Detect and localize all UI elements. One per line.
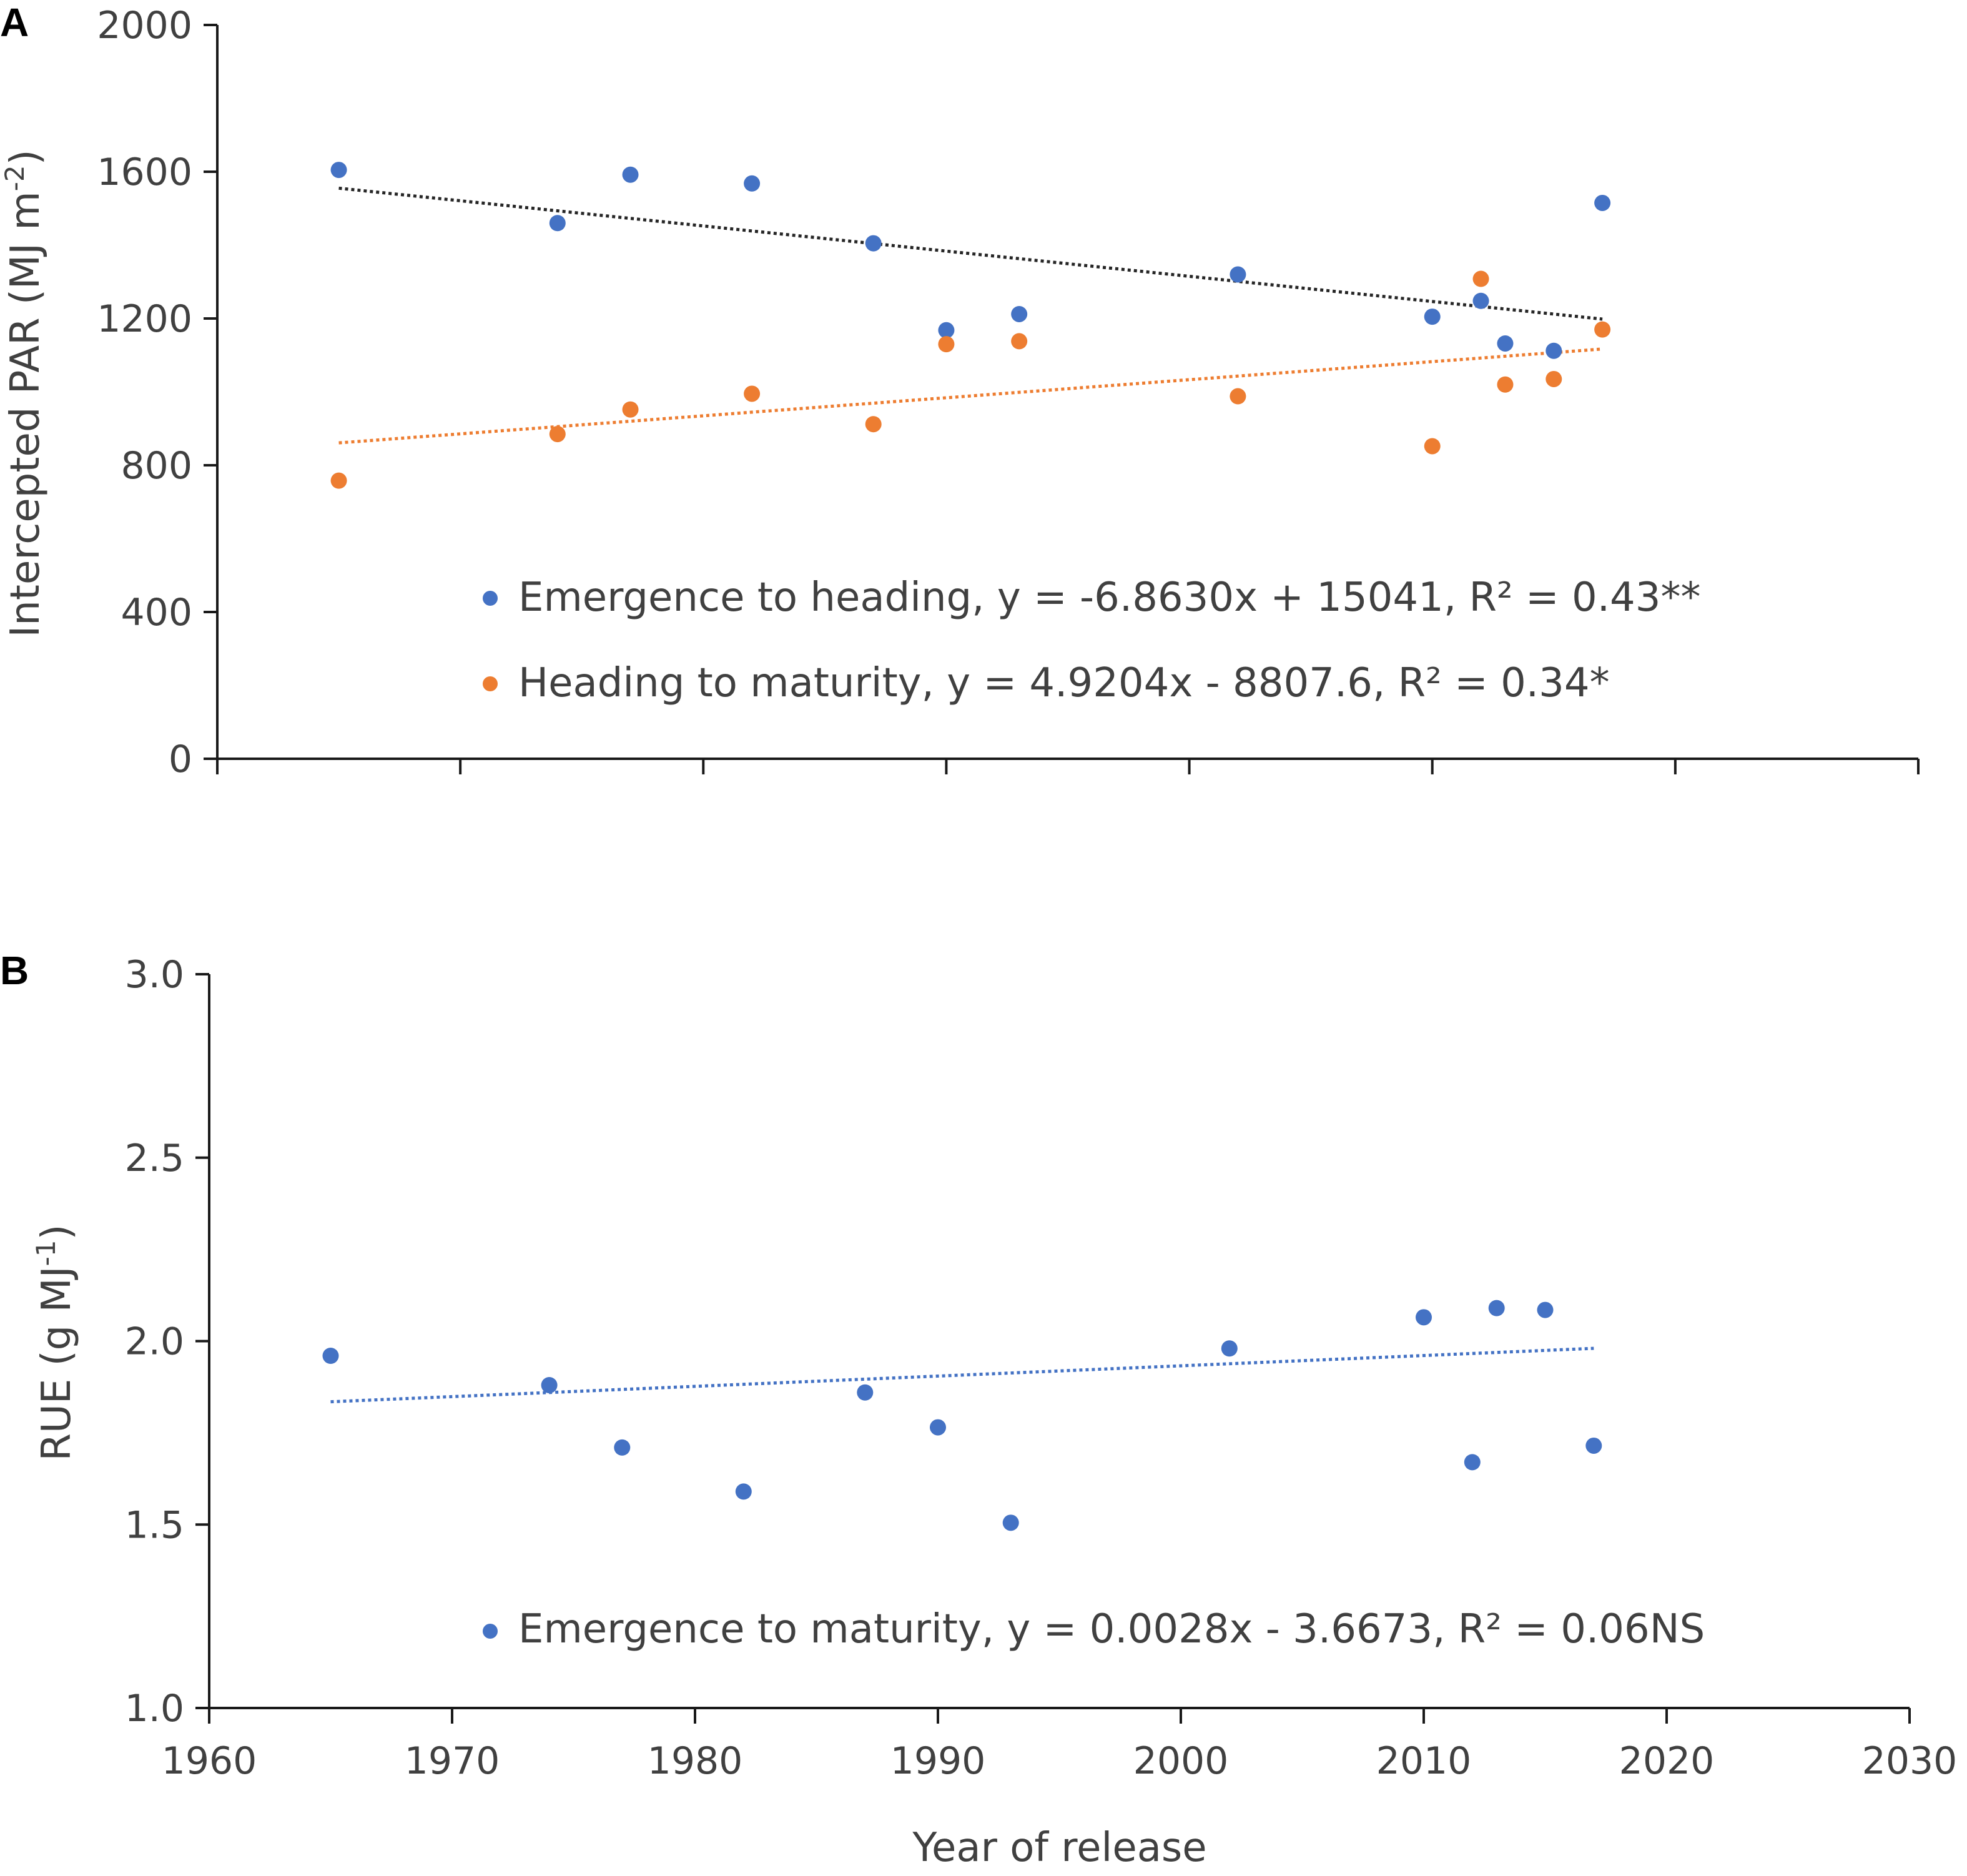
panel-a-point-emergence-to-heading — [622, 166, 639, 183]
panel-a-point-emergence-to-heading — [330, 162, 347, 179]
legend-marker-emergence-to-heading — [483, 591, 498, 606]
panel-b-trendline-emergence-to-maturity — [330, 1346, 1594, 1404]
x-axis-title: Year of release — [912, 1825, 1206, 1871]
panel-b-point-emergence-to-maturity — [857, 1384, 874, 1401]
panel-a-trendline-heading-to-maturity — [338, 347, 1603, 445]
panel-a-y-tick-label: 1600 — [97, 151, 192, 194]
panel-b-x-tick-label: 1980 — [648, 1739, 743, 1783]
panel-a-point-heading-to-maturity — [1497, 376, 1514, 393]
panel-a-point-emergence-to-heading — [1594, 194, 1611, 211]
panel-b-x-tick-label: 2010 — [1376, 1739, 1472, 1783]
legend-text-emergence-to-maturity: Emergence to maturity, y = 0.0028x - 3.6… — [518, 1606, 1705, 1652]
legend-text-emergence-to-heading: Emergence to heading, y = -6.8630x + 150… — [518, 575, 1700, 621]
panel-a-point-heading-to-maturity — [549, 426, 566, 443]
panel-b-point-emergence-to-maturity — [1002, 1514, 1019, 1531]
panel-b-x-tick-label: 1970 — [405, 1739, 500, 1783]
panel-a-point-heading-to-maturity — [1472, 270, 1489, 287]
panel-a-point-heading-to-maturity — [330, 472, 347, 489]
panel-a-point-heading-to-maturity — [1594, 321, 1611, 338]
panel-a-point-emergence-to-heading — [865, 235, 882, 252]
panel-a-point-emergence-to-heading — [938, 322, 955, 338]
panel-b-point-emergence-to-maturity — [614, 1439, 631, 1456]
panel-a-point-emergence-to-heading — [549, 215, 566, 232]
panel-b-point-emergence-to-maturity — [735, 1483, 752, 1500]
panel-a-point-emergence-to-heading — [744, 175, 761, 192]
panel-b-point-emergence-to-maturity — [541, 1377, 558, 1393]
panel-b-x-tick-label: 1990 — [890, 1739, 986, 1783]
panel-b-point-emergence-to-maturity — [1585, 1437, 1602, 1454]
panel-a-label: A — [0, 0, 29, 45]
panel-b-x-tick-label: 2030 — [1862, 1739, 1958, 1783]
legend-marker-emergence-to-maturity — [483, 1624, 498, 1639]
panel-b-point-emergence-to-maturity — [1537, 1301, 1554, 1318]
panel-a-point-heading-to-maturity — [1011, 333, 1028, 350]
panel-a-y-tick-label: 0 — [169, 738, 192, 781]
panel-b-y-tick-label: 2.5 — [125, 1137, 184, 1180]
panel-a-trendline-emergence-to-heading — [338, 186, 1603, 321]
panel-a-y-axis-title: Intercepted PAR (MJ m-2) — [0, 149, 49, 637]
panel-b-y-tick-label: 3.0 — [125, 953, 184, 997]
panel-b-y-axis-title: RUE (g MJ-1) — [31, 1225, 80, 1461]
panel-a-point-emergence-to-heading — [1230, 266, 1246, 283]
panel-a-point-emergence-to-heading — [1011, 305, 1028, 322]
panel-b-y-tick-label: 2.0 — [125, 1320, 184, 1364]
panel-a-point-heading-to-maturity — [938, 336, 955, 353]
panel-a-point-heading-to-maturity — [1424, 438, 1441, 455]
panel-a-point-emergence-to-heading — [1497, 335, 1514, 352]
legend-text-heading-to-maturity: Heading to maturity, y = 4.9204x - 8807.… — [518, 660, 1610, 706]
panel-a-y-tick-label: 800 — [121, 444, 192, 488]
panel-b-y-tick-label: 1.5 — [125, 1503, 184, 1547]
panel-b-point-emergence-to-maturity — [930, 1419, 946, 1436]
panel-b: B RUE (g MJ-1) 1.0 1.5 2.0 2.5 3.0 1960 1970 1… — [0, 948, 1957, 1871]
panel-b-x-tick-label: 2000 — [1133, 1739, 1229, 1783]
panel-b-x-tick-label: 2020 — [1619, 1739, 1715, 1783]
panel-a-point-heading-to-maturity — [1230, 388, 1246, 405]
panel-b-label: B — [0, 948, 29, 993]
panel-b-point-emergence-to-maturity — [1464, 1454, 1481, 1471]
legend-marker-heading-to-maturity — [483, 676, 498, 691]
panel-b-y-tick-label: 1.0 — [125, 1687, 184, 1730]
panel-a-point-heading-to-maturity — [1546, 370, 1562, 387]
panel-b-legend: Emergence to maturity, y = 0.0028x - 3.6… — [483, 1606, 1705, 1652]
panel-b-point-emergence-to-maturity — [322, 1348, 339, 1364]
panel-a-legend: Emergence to heading, y = -6.8630x + 150… — [483, 575, 1700, 706]
panel-a-point-emergence-to-heading — [1472, 292, 1489, 309]
panel-a-y-tick-label: 400 — [121, 591, 192, 634]
panel-b-x-tick-label: 1960 — [162, 1739, 257, 1783]
panel-a-point-emergence-to-heading — [1546, 342, 1562, 359]
panel-b-point-emergence-to-maturity — [1416, 1309, 1432, 1326]
panel-a-y-tick-label: 2000 — [97, 4, 192, 47]
panel-a-point-heading-to-maturity — [744, 385, 761, 402]
panel-a-point-heading-to-maturity — [622, 401, 639, 418]
panel-a: A Intercepted PAR (MJ m-2) 0 400 800 1200 16… — [0, 0, 1920, 781]
panel-a-point-emergence-to-heading — [1424, 309, 1441, 325]
panel-b-point-emergence-to-maturity — [1488, 1300, 1505, 1316]
panel-a-point-heading-to-maturity — [865, 416, 882, 433]
panel-b-point-emergence-to-maturity — [1221, 1340, 1238, 1357]
panel-a-y-tick-label: 1200 — [97, 297, 192, 341]
